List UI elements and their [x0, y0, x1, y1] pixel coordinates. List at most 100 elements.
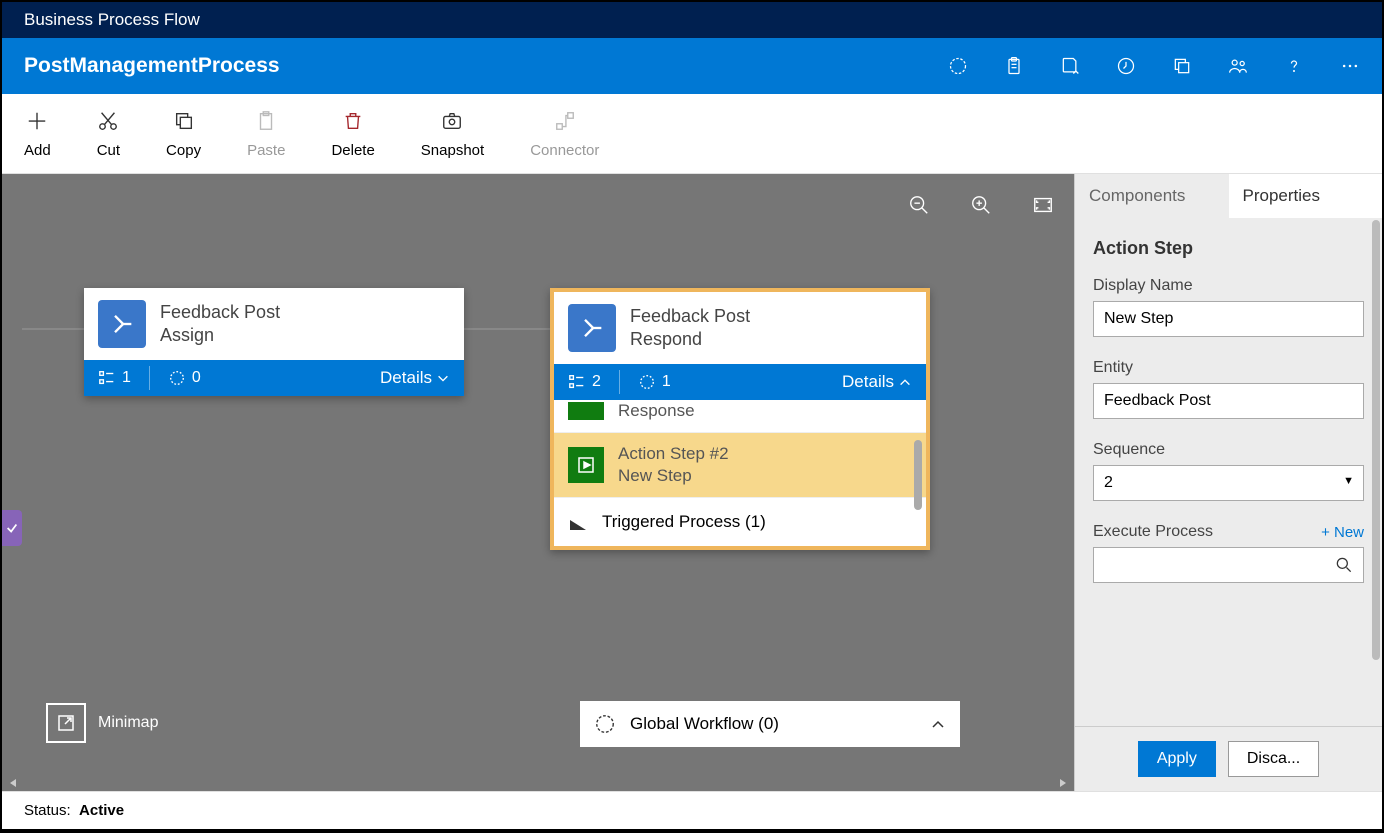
- trash-icon: [342, 110, 364, 132]
- triggered-process-row[interactable]: Triggered Process (1): [554, 498, 926, 546]
- tab-properties[interactable]: Properties: [1229, 174, 1383, 218]
- execute-process-input[interactable]: [1093, 547, 1364, 583]
- plus-icon: [26, 110, 48, 132]
- save-as-icon[interactable]: [1060, 56, 1080, 76]
- paste-icon: [255, 110, 277, 132]
- cut-tool[interactable]: Cut: [97, 110, 120, 159]
- steps-icon: [98, 369, 116, 387]
- process-title[interactable]: PostManagementProcess: [24, 54, 286, 78]
- workflow-icon: [594, 713, 616, 735]
- steps-count: 2: [592, 373, 601, 391]
- scissors-icon: [97, 110, 119, 132]
- camera-icon: [441, 110, 463, 132]
- stage-title-line2: Respond: [630, 328, 750, 351]
- new-process-link[interactable]: + New: [1321, 524, 1364, 541]
- more-icon[interactable]: [1340, 56, 1360, 76]
- history-icon[interactable]: [1116, 56, 1136, 76]
- minimap[interactable]: Minimap: [46, 703, 158, 743]
- triggered-label: Triggered Process (1): [602, 512, 766, 532]
- minimap-button[interactable]: [46, 703, 86, 743]
- details-label: Details: [380, 368, 432, 388]
- copy-icon: [173, 110, 195, 132]
- copy-tool[interactable]: Copy: [166, 110, 201, 159]
- status-bar: Status: Active: [2, 791, 1382, 829]
- step-line2: New Step: [618, 465, 729, 487]
- chevron-up-icon: [930, 716, 946, 732]
- global-workflow[interactable]: Global Workflow (0): [580, 701, 960, 747]
- process-count: 0: [192, 369, 201, 387]
- apply-button[interactable]: Apply: [1138, 741, 1216, 777]
- step-row-selected[interactable]: Action Step #2 New Step: [554, 433, 926, 498]
- connector-icon: [554, 110, 576, 132]
- zoom-out-icon[interactable]: [908, 194, 930, 216]
- paste-label: Paste: [247, 142, 285, 159]
- stage-icon: [98, 300, 146, 348]
- search-icon: [1334, 555, 1354, 575]
- snapshot-label: Snapshot: [421, 142, 484, 159]
- discard-button[interactable]: Disca...: [1228, 741, 1319, 777]
- step-row[interactable]: Response: [554, 400, 926, 433]
- toolbar: Add Cut Copy Paste Delete Snapshot Conne…: [2, 94, 1382, 174]
- cut-label: Cut: [97, 142, 120, 159]
- stage-title-line2: Assign: [160, 324, 280, 347]
- add-tool[interactable]: Add: [24, 110, 51, 159]
- step-icon: [568, 402, 604, 420]
- properties-panel: Components Properties Action Step Displa…: [1074, 174, 1382, 791]
- status-label: Status:: [24, 802, 71, 819]
- display-name-input[interactable]: [1093, 301, 1364, 337]
- process-count-icon: [168, 369, 186, 387]
- tab-components[interactable]: Components: [1075, 174, 1229, 218]
- snapshot-tool[interactable]: Snapshot: [421, 110, 484, 159]
- global-workflow-label: Global Workflow (0): [630, 714, 779, 734]
- steps-count: 1: [122, 369, 131, 387]
- chevron-up-icon: [898, 375, 912, 389]
- process-count-icon: [638, 373, 656, 391]
- details-toggle[interactable]: Details: [380, 368, 450, 388]
- chevron-down-icon: [436, 371, 450, 385]
- connector-label: Connector: [530, 142, 599, 159]
- card-scrollbar[interactable]: [914, 440, 922, 510]
- delete-tool[interactable]: Delete: [331, 110, 374, 159]
- add-label: Add: [24, 142, 51, 159]
- stage-icon: [568, 304, 616, 352]
- copy-icon[interactable]: [1172, 56, 1192, 76]
- process-count: 1: [662, 373, 671, 391]
- copy-label: Copy: [166, 142, 201, 159]
- minimap-label: Minimap: [98, 714, 158, 732]
- stage-title-line1: Feedback Post: [630, 305, 750, 328]
- clipboard-icon[interactable]: [1004, 56, 1024, 76]
- expand-icon: [56, 713, 76, 733]
- connector-tool: Connector: [530, 110, 599, 159]
- stage-card-assign[interactable]: Feedback Post Assign 1 0 Detail: [84, 288, 464, 396]
- canvas[interactable]: Feedback Post Assign 1 0 Detail: [2, 174, 1074, 791]
- people-icon[interactable]: [1228, 56, 1248, 76]
- execute-label: Execute Process: [1093, 523, 1213, 541]
- process-name: PostManagementProcess: [24, 54, 280, 78]
- section-title: Action Step: [1093, 238, 1364, 259]
- sequence-label: Sequence: [1093, 441, 1364, 459]
- status-value: Active: [79, 802, 124, 819]
- canvas-scrollbar[interactable]: [2, 775, 1074, 791]
- paste-tool: Paste: [247, 110, 285, 159]
- stage-card-respond[interactable]: Feedback Post Respond 2 1 Detai: [550, 288, 930, 550]
- delete-label: Delete: [331, 142, 374, 159]
- step-line1: Action Step #2: [618, 443, 729, 465]
- entity-label: Entity: [1093, 359, 1364, 377]
- flag-icon: [568, 512, 588, 532]
- help-icon[interactable]: [1284, 56, 1304, 76]
- entity-input[interactable]: [1093, 383, 1364, 419]
- start-badge: [2, 510, 22, 546]
- fit-screen-icon[interactable]: [1032, 194, 1054, 216]
- details-toggle[interactable]: Details: [842, 372, 912, 392]
- header-bar: PostManagementProcess: [2, 38, 1382, 94]
- details-label: Details: [842, 372, 894, 392]
- sequence-select[interactable]: [1093, 465, 1364, 501]
- check-icon: [5, 521, 19, 535]
- stage-title-line1: Feedback Post: [160, 301, 280, 324]
- action-step-icon: [568, 447, 604, 483]
- titlebar: Business Process Flow: [2, 2, 1382, 38]
- steps-icon: [568, 373, 586, 391]
- zoom-in-icon[interactable]: [970, 194, 992, 216]
- process-icon[interactable]: [948, 56, 968, 76]
- panel-scrollbar[interactable]: [1372, 220, 1380, 660]
